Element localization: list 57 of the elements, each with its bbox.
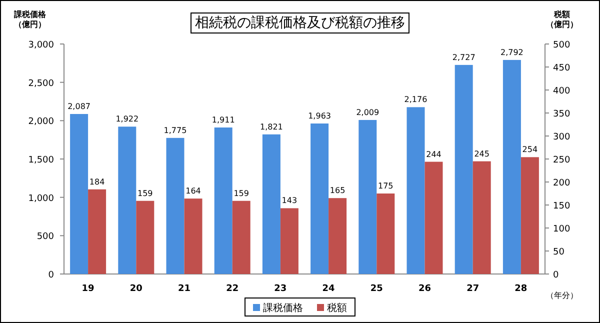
y-tick-label: 2,500 bbox=[28, 78, 54, 89]
data-label: 1,963 bbox=[308, 112, 332, 121]
data-label: 2,176 bbox=[404, 95, 428, 104]
x-tick-label: 20 bbox=[130, 284, 142, 294]
x-tick-label: 22 bbox=[226, 284, 239, 294]
data-label: 143 bbox=[282, 196, 298, 206]
x-tick-label: 21 bbox=[178, 284, 191, 294]
y2-tick-label: 100 bbox=[553, 224, 570, 234]
y-tick-label: 1,000 bbox=[28, 194, 54, 204]
x-tick-label: 27 bbox=[466, 284, 480, 294]
data-label: 1,911 bbox=[212, 115, 235, 124]
y-tick-label: 1,500 bbox=[28, 156, 54, 166]
bar bbox=[118, 126, 136, 274]
y2-tick-label: 250 bbox=[553, 156, 570, 166]
y2-tick-label: 450 bbox=[553, 64, 570, 74]
y2-tick-label: 50 bbox=[553, 248, 565, 258]
bar bbox=[262, 134, 280, 274]
data-label: 165 bbox=[330, 186, 346, 196]
x-tick-label: 23 bbox=[274, 284, 287, 294]
data-label: 159 bbox=[138, 188, 153, 198]
x-tick-label: 25 bbox=[370, 284, 383, 294]
y2-tick-label: 150 bbox=[553, 202, 570, 212]
x-tick-label: 19 bbox=[82, 284, 94, 294]
data-label: 254 bbox=[522, 145, 538, 154]
data-label: 1,922 bbox=[116, 114, 139, 124]
x-tick-label: 28 bbox=[514, 284, 528, 294]
y-axis-title: 課税価格（億円） bbox=[13, 10, 47, 29]
y2-tick-label: 350 bbox=[553, 110, 570, 120]
y-tick-label: 3,000 bbox=[28, 40, 54, 50]
y-tick-label: 2,000 bbox=[28, 117, 54, 128]
y2-tick-label: 0 bbox=[553, 270, 559, 280]
data-label: 2,087 bbox=[68, 102, 91, 111]
data-label: 245 bbox=[474, 149, 490, 158]
y-tick-label: 0 bbox=[48, 270, 54, 280]
y2-tick-label: 400 bbox=[553, 86, 570, 96]
data-label: 244 bbox=[426, 150, 442, 159]
data-label: 2,792 bbox=[500, 48, 524, 57]
y-tick-label: 500 bbox=[36, 232, 54, 242]
data-label: 1,821 bbox=[260, 122, 283, 132]
y2-tick-label: 500 bbox=[553, 40, 570, 50]
y2-tick-label: 200 bbox=[553, 178, 570, 188]
data-label: 164 bbox=[186, 186, 201, 196]
data-label: 184 bbox=[89, 177, 105, 186]
x-tick-label: 26 bbox=[418, 284, 432, 294]
data-label: 2,727 bbox=[452, 52, 476, 62]
y2-axis-title: 税額（億円） bbox=[546, 10, 578, 29]
data-label: 175 bbox=[378, 182, 394, 190]
legend-label: 税額 bbox=[327, 302, 347, 314]
data-label: 2,009 bbox=[356, 108, 380, 117]
x-tick-label: 24 bbox=[322, 284, 335, 294]
title: 相続税の課税価格及び税額の推移 bbox=[190, 12, 410, 34]
chart-title: 相続税の課税価格及び税額の推移 bbox=[195, 15, 405, 31]
data-label: 1,775 bbox=[164, 126, 187, 135]
legend-label: 課税価格 bbox=[263, 302, 303, 314]
y2-tick-label: 300 bbox=[553, 132, 570, 142]
x-axis-title: （年分） bbox=[546, 291, 578, 300]
data-label: 159 bbox=[234, 188, 249, 198]
